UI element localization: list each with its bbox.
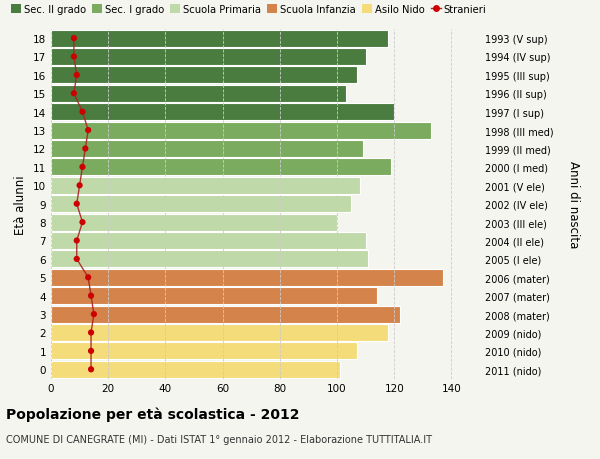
- Point: [83, 274, 93, 281]
- Bar: [51, 214, 337, 231]
- Bar: [51, 196, 352, 213]
- Legend: Sec. II grado, Sec. I grado, Scuola Primaria, Scuola Infanzia, Asilo Nido, Stran: Sec. II grado, Sec. I grado, Scuola Prim…: [11, 5, 487, 15]
- Bar: [51, 233, 365, 249]
- Bar: [51, 288, 377, 304]
- Bar: [51, 159, 391, 176]
- Point: [77, 109, 87, 116]
- Bar: [51, 306, 400, 323]
- Point: [86, 292, 96, 300]
- Bar: [51, 141, 363, 157]
- Point: [83, 127, 93, 134]
- Bar: [51, 123, 431, 139]
- Bar: [51, 31, 388, 47]
- Point: [69, 35, 79, 43]
- Bar: [51, 49, 365, 66]
- Point: [89, 311, 99, 318]
- Bar: [51, 178, 360, 194]
- Point: [80, 146, 90, 153]
- Bar: [51, 269, 443, 286]
- Bar: [51, 67, 357, 84]
- Point: [86, 366, 96, 373]
- Point: [72, 201, 82, 208]
- Bar: [51, 251, 368, 268]
- Bar: [51, 86, 346, 102]
- Point: [72, 72, 82, 79]
- Bar: [51, 104, 394, 121]
- Point: [77, 219, 87, 226]
- Text: COMUNE DI CANEGRATE (MI) - Dati ISTAT 1° gennaio 2012 - Elaborazione TUTTITALIA.: COMUNE DI CANEGRATE (MI) - Dati ISTAT 1°…: [6, 434, 432, 444]
- Point: [69, 54, 79, 61]
- Text: Popolazione per età scolastica - 2012: Popolazione per età scolastica - 2012: [6, 406, 299, 421]
- Bar: [51, 343, 357, 359]
- Point: [77, 164, 87, 171]
- Point: [69, 90, 79, 98]
- Point: [86, 347, 96, 355]
- Point: [72, 256, 82, 263]
- Bar: [51, 325, 388, 341]
- Point: [86, 329, 96, 336]
- Y-axis label: Anni di nascita: Anni di nascita: [568, 161, 580, 248]
- Y-axis label: Età alunni: Età alunni: [14, 174, 28, 234]
- Bar: [51, 361, 340, 378]
- Point: [75, 182, 85, 190]
- Point: [72, 237, 82, 245]
